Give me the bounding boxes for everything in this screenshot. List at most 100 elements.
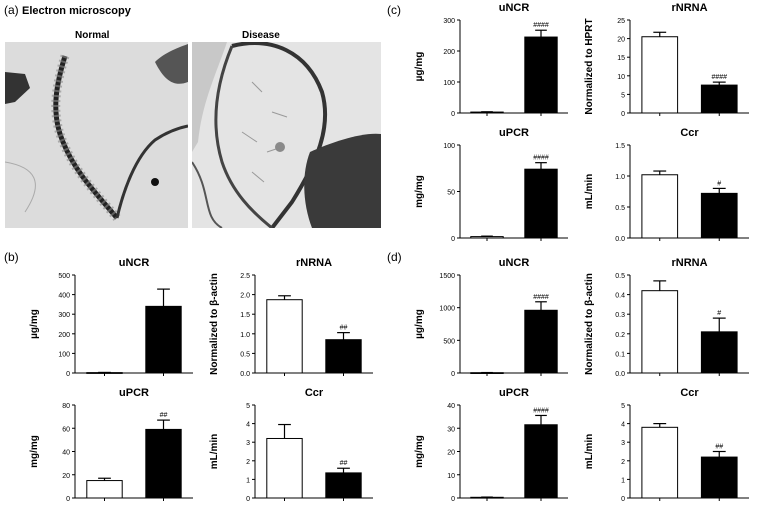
y-tick-label: 0 [66,371,70,378]
bar-normal [641,426,679,499]
panel-d-label: (d) [387,250,402,264]
bar-normal [266,437,303,499]
y-tick-label: 0 [66,496,70,503]
bar-disease [325,339,362,374]
chart-title: uPCR [499,127,529,139]
chart-title: Ccr [680,127,699,139]
significance-label: ## [340,460,348,467]
y-tick-label: 200 [443,49,455,56]
y-tick-label: 400 [58,293,70,300]
y-tick-label: 300 [58,312,70,319]
em-image-normal [5,42,188,228]
y-tick-label: 500 [58,273,70,280]
y-axis-label: mL/min [584,174,595,210]
em-normal-micrograph [5,42,188,228]
chart-c-uncr: uNCR µg/mg 0 100 200 300 #### [414,2,568,118]
y-tick-label: 0.0 [615,371,625,378]
bar-normal [266,299,303,374]
significance-label: # [717,310,721,317]
y-tick-label: 50 [447,190,455,197]
y-tick-label: 40 [62,450,70,457]
y-tick-label: 15 [617,55,625,62]
y-tick-label: 1.5 [240,312,250,319]
panel-a-letter: (a) [4,3,19,17]
y-tick-label: 0 [451,111,455,118]
panel-a-title: Electron microscopy [22,5,131,17]
bar-disease [700,192,738,239]
y-tick-label: 0.1 [615,351,625,358]
y-tick-label: 1 [246,477,250,484]
chart-b-ccr: Ccr mL/min 0 1 2 3 4 5 ## [209,387,373,503]
y-tick-label: 2.0 [240,293,250,300]
y-tick-label: 5 [621,92,625,99]
y-tick-label: 100 [58,351,70,358]
chart-b-rnrna: rNRNA Normalized to β-actin 0.0 0.5 1.0 1.5 2.… [209,257,373,378]
y-axis-label: mL/min [584,434,595,470]
bar-disease [524,424,558,499]
y-tick-label: 0.4 [615,293,625,300]
chart-b-upcr: uPCR mg/mg 0 20 40 60 80 ## [29,387,193,503]
y-tick-label: 300 [443,18,455,25]
y-tick-label: 1 [621,477,625,484]
chart-title: Ccr [680,387,699,399]
bar-disease [325,472,362,499]
chart-d-uncr: uNCR µg/mg 0 500 1000 1500 #### [414,257,568,378]
y-tick-label: 5 [621,403,625,410]
y-tick-label: 0.5 [615,273,625,280]
y-tick-label: 0.0 [615,236,625,243]
bar-disease [145,428,182,499]
y-tick-label: 2 [246,459,250,466]
em-title-normal: Normal [75,30,110,41]
y-tick-label: 10 [617,74,625,81]
y-axis-label: mg/mg [414,175,425,208]
significance-label: #### [533,155,549,162]
y-tick-label: 100 [443,80,455,87]
chart-title: uNCR [499,2,530,14]
y-tick-label: 25 [617,18,625,25]
y-tick-label: 1.0 [240,332,250,339]
chart-title: Ccr [305,387,324,399]
y-tick-label: 100 [443,143,455,150]
y-axis-label: µg/mg [414,309,425,339]
em-image-disease [192,42,381,228]
y-tick-label: 20 [447,450,455,457]
chart-d-rnrna: rNRNA Normalized to β-actin 0.0 0.1 0.2 0.3 0.… [584,257,749,378]
significance-label: #### [533,407,549,414]
y-tick-label: 20 [62,473,70,480]
significance-label: #### [533,22,549,29]
y-tick-label: 0.3 [615,312,625,319]
y-tick-label: 3 [246,440,250,447]
chart-title: rNRNA [671,257,707,269]
y-tick-label: 0.5 [240,351,250,358]
y-tick-label: 0 [451,496,455,503]
bar-disease [700,331,738,374]
y-tick-label: 40 [447,403,455,410]
y-axis-label: mg/mg [414,435,425,468]
chart-title: uNCR [119,257,150,269]
bar-disease [524,36,558,114]
chart-title: uNCR [499,257,530,269]
bar-normal [641,290,679,374]
y-tick-label: 80 [62,403,70,410]
panel-c-label: (c) [387,3,401,17]
chart-title: rNRNA [296,257,332,269]
significance-label: # [717,180,721,187]
y-tick-label: 5 [246,403,250,410]
chart-title: uPCR [499,387,529,399]
y-tick-label: 0 [451,371,455,378]
chart-c-ccr: Ccr mL/min 0.0 0.5 1.0 1.5 # [584,127,749,243]
chart-d-upcr: uPCR mg/mg 0 10 20 30 40 #### [414,387,568,503]
y-tick-label: 200 [58,332,70,339]
panel-a-label: (a) Electron microscopy [4,3,131,17]
y-tick-label: 1000 [439,306,455,313]
chart-d-ccr: Ccr mL/min 0 1 2 3 4 5 ## [584,387,749,503]
chart-title: uPCR [119,387,149,399]
chart-c-rnrna: rNRNA Normalized to HPRT 0 5 10 15 20 25 #### [584,2,749,118]
bar-normal [470,236,504,239]
y-tick-label: 0.5 [615,205,625,212]
y-axis-label: mL/min [209,434,220,470]
chart-c-upcr: uPCR mg/mg 0 50 100 #### [414,127,568,243]
y-tick-label: 30 [447,426,455,433]
bar-disease [145,305,182,374]
y-tick-label: 2.5 [240,273,250,280]
